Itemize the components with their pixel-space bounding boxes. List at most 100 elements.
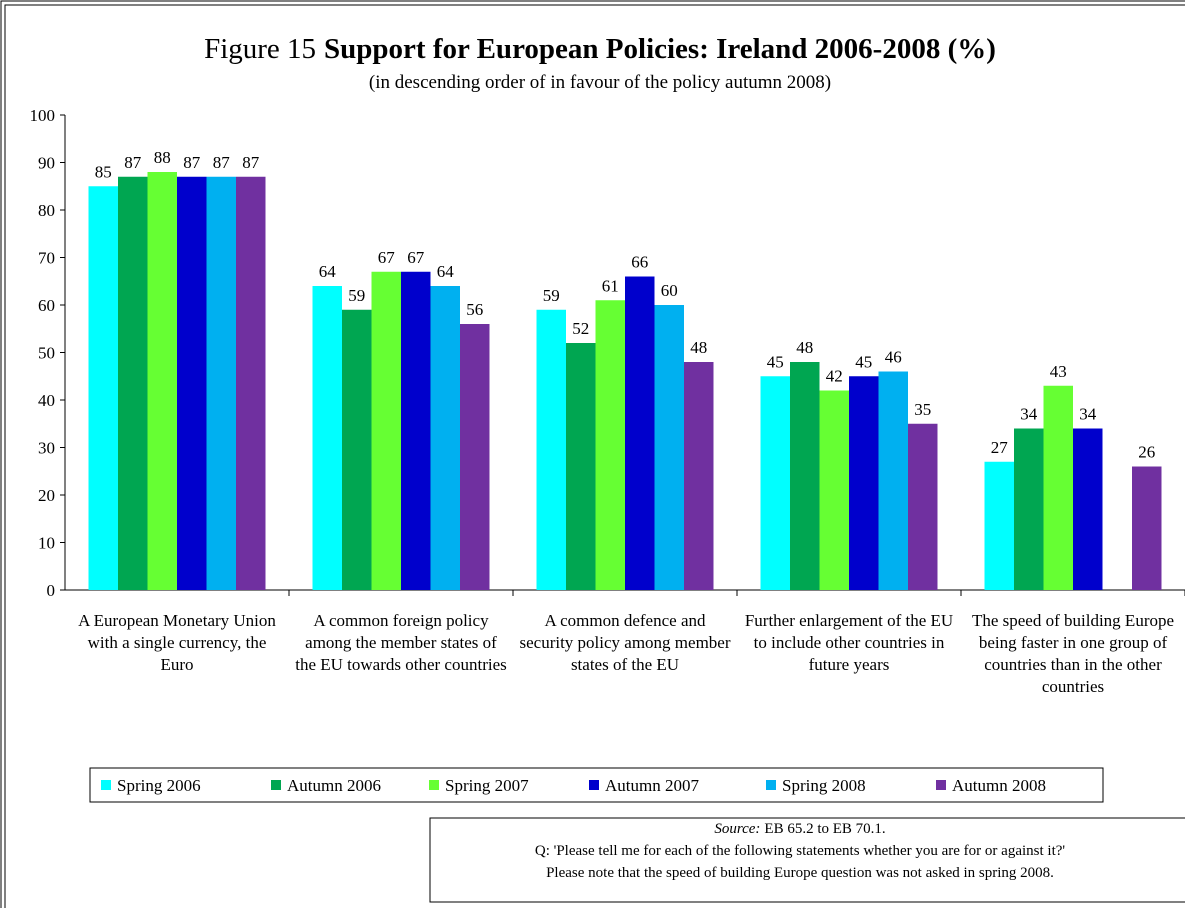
y-tick-label: 60 bbox=[38, 296, 55, 315]
bar bbox=[849, 376, 879, 590]
legend-swatch bbox=[936, 780, 946, 790]
data-label: 34 bbox=[1020, 405, 1038, 424]
footer-box bbox=[429, 817, 1185, 903]
legend-swatch bbox=[271, 780, 281, 790]
bar bbox=[1132, 466, 1162, 590]
source-line: Source: EB 65.2 to EB 70.1. bbox=[714, 821, 885, 837]
data-label: 48 bbox=[690, 338, 707, 357]
x-tick-label: The speed of building Europe being faste… bbox=[971, 611, 1175, 696]
bar bbox=[536, 309, 566, 590]
data-label: 85 bbox=[95, 162, 112, 181]
y-tick-label: 80 bbox=[38, 201, 55, 220]
y-tick-label: 30 bbox=[38, 439, 55, 458]
x-tick-label: A European Monetary Union with a single … bbox=[78, 611, 276, 674]
bar bbox=[236, 176, 266, 590]
bar bbox=[908, 423, 938, 590]
data-label: 42 bbox=[826, 367, 843, 386]
y-tick-label: 50 bbox=[38, 344, 55, 363]
data-label: 87 bbox=[213, 153, 231, 172]
data-label: 26 bbox=[1138, 443, 1155, 462]
bar bbox=[654, 305, 684, 590]
bar bbox=[88, 186, 118, 590]
y-tick-label: 90 bbox=[38, 154, 55, 173]
legend-label: Spring 2006 bbox=[117, 776, 201, 795]
data-label: 60 bbox=[661, 281, 678, 300]
data-label: 45 bbox=[855, 352, 872, 371]
subtitle: (in descending order of in favour of the… bbox=[369, 72, 831, 93]
title-label: Figure 15 bbox=[204, 33, 316, 65]
legend-label: Autumn 2008 bbox=[952, 776, 1046, 795]
bar bbox=[684, 362, 714, 590]
x-tick-label: A common defence and security policy amo… bbox=[519, 611, 731, 674]
data-label: 59 bbox=[348, 286, 365, 305]
data-label: 46 bbox=[885, 348, 902, 367]
data-label: 87 bbox=[124, 153, 142, 172]
legend-swatch bbox=[429, 780, 439, 790]
data-label: 87 bbox=[242, 153, 260, 172]
legend-swatch bbox=[589, 780, 599, 790]
data-label: 66 bbox=[631, 253, 648, 272]
bar bbox=[312, 286, 342, 590]
legend-swatch bbox=[101, 780, 111, 790]
data-label: 43 bbox=[1050, 362, 1067, 381]
title-main: Support for European Policies: Ireland 2… bbox=[324, 33, 996, 65]
data-label: 34 bbox=[1079, 405, 1097, 424]
bar bbox=[878, 371, 908, 590]
bar bbox=[1014, 428, 1044, 590]
data-label: 48 bbox=[796, 338, 813, 357]
y-tick-label: 10 bbox=[38, 534, 55, 553]
note: Please note that the speed of building E… bbox=[546, 865, 1054, 881]
source-label: Source: bbox=[714, 821, 760, 837]
legend-box bbox=[89, 767, 1104, 803]
legend-label: Autumn 2007 bbox=[605, 776, 699, 795]
y-tick-label: 0 bbox=[47, 581, 56, 600]
data-label: 59 bbox=[543, 286, 560, 305]
chart-title: Figure 15 Support for European Policies: … bbox=[204, 33, 996, 65]
data-label: 88 bbox=[154, 148, 171, 167]
legend-label: Spring 2007 bbox=[445, 776, 529, 795]
y-tick-label: 40 bbox=[38, 391, 55, 410]
bar bbox=[984, 461, 1014, 590]
inner-border bbox=[4, 4, 1185, 908]
source: EB 65.2 to EB 70.1. bbox=[764, 821, 885, 837]
data-label: 27 bbox=[991, 438, 1009, 457]
bar bbox=[177, 176, 207, 590]
y-tick-label: 20 bbox=[38, 486, 55, 505]
x-tick-label: Further enlargement of the EU to include… bbox=[744, 611, 954, 674]
bar bbox=[147, 172, 177, 590]
bar bbox=[401, 271, 431, 590]
y-tick-label: 100 bbox=[30, 106, 56, 125]
bar bbox=[460, 324, 490, 590]
bar bbox=[1073, 428, 1103, 590]
legend-swatch bbox=[766, 780, 776, 790]
data-label: 64 bbox=[319, 262, 337, 281]
data-label: 35 bbox=[914, 400, 931, 419]
bar bbox=[371, 271, 401, 590]
bar bbox=[625, 276, 655, 590]
bar bbox=[1043, 385, 1073, 590]
data-label: 87 bbox=[183, 153, 201, 172]
data-label: 64 bbox=[437, 262, 455, 281]
legend-label: Autumn 2006 bbox=[287, 776, 381, 795]
data-label: 67 bbox=[378, 248, 396, 267]
data-label: 56 bbox=[466, 300, 483, 319]
bar bbox=[342, 309, 372, 590]
data-label: 67 bbox=[407, 248, 425, 267]
bar bbox=[760, 376, 790, 590]
bar bbox=[430, 286, 460, 590]
data-label: 45 bbox=[767, 352, 784, 371]
bar bbox=[206, 176, 236, 590]
bar bbox=[595, 300, 625, 590]
legend-label: Spring 2008 bbox=[782, 776, 866, 795]
x-tick-label: A common foreign policy among the member… bbox=[295, 611, 507, 674]
bar bbox=[118, 176, 148, 590]
data-label: 61 bbox=[602, 276, 619, 295]
bar bbox=[819, 390, 849, 590]
y-tick-label: 70 bbox=[38, 249, 55, 268]
bar bbox=[566, 343, 596, 590]
bar bbox=[790, 362, 820, 590]
note: Q: 'Please tell me for each of the follo… bbox=[535, 843, 1066, 859]
